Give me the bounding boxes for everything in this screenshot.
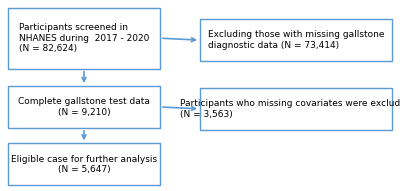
Text: Complete gallstone test data
(N = 9,210): Complete gallstone test data (N = 9,210): [18, 97, 150, 117]
FancyBboxPatch shape: [8, 86, 160, 128]
FancyBboxPatch shape: [8, 143, 160, 185]
Text: Eligible case for further analysis
(N = 5,647): Eligible case for further analysis (N = …: [11, 155, 157, 174]
Text: Participants screened in
NHANES during  2017 - 2020
(N = 82,624): Participants screened in NHANES during 2…: [19, 23, 149, 53]
FancyBboxPatch shape: [8, 8, 160, 69]
Text: Excluding those with missing gallstone
diagnostic data (N = 73,414): Excluding those with missing gallstone d…: [208, 30, 384, 50]
FancyBboxPatch shape: [200, 88, 392, 130]
Text: Participants who missing covariates were excluded
(N = 3,563): Participants who missing covariates were…: [180, 99, 400, 119]
FancyBboxPatch shape: [200, 19, 392, 61]
